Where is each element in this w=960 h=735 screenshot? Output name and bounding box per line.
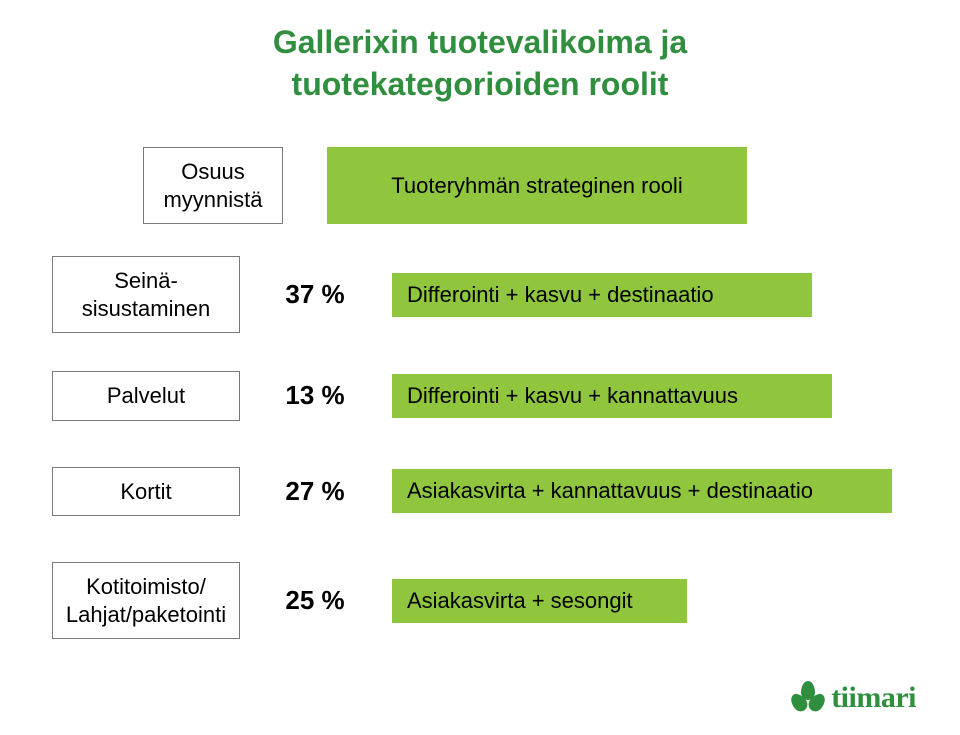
header-row: Osuus myynnistä Tuoteryhmän strateginen … [0,147,960,224]
title-line-1: Gallerixin tuotevalikoima ja [0,22,960,64]
category-row: Seinä-sisustaminen 37 % Differointi + ka… [52,256,960,333]
row-label-text: Kortit [59,478,233,506]
title-line-2: tuotekategorioiden roolit [0,64,960,106]
row-label-cards: Kortit [52,467,240,517]
rows: Seinä-sisustaminen 37 % Differointi + ka… [0,256,960,639]
header-share-label: Osuus myynnistä [143,147,283,224]
row-label-text: Kotitoimisto/Lahjat/paketointi [59,573,233,628]
row-role: Asiakasvirta + kannattavuus + destinaati… [392,469,892,513]
header-role-label: Tuoteryhmän strateginen rooli [327,147,747,224]
row-role: Differointi + kasvu + destinaatio [392,273,812,317]
row-pct: 25 % [260,585,370,616]
row-role: Differointi + kasvu + kannattavuus [392,374,832,418]
row-label-text: Seinä-sisustaminen [59,267,233,322]
logo-text: tiimari [831,681,916,715]
row-label-office: Kotitoimisto/Lahjat/paketointi [52,562,240,639]
page-title: Gallerixin tuotevalikoima ja tuotekatego… [0,0,960,105]
header-share-line2: myynnistä [160,186,266,214]
category-row: Kortit 27 % Asiakasvirta + kannattavuus … [52,467,960,517]
category-row: Palvelut 13 % Differointi + kasvu + kann… [52,371,960,421]
leaf-icon [793,681,823,715]
row-pct: 27 % [260,476,370,507]
header-share-line1: Osuus [160,158,266,186]
row-label-services: Palvelut [52,371,240,421]
row-role: Asiakasvirta + sesongit [392,579,687,623]
category-row: Kotitoimisto/Lahjat/paketointi 25 % Asia… [52,562,960,639]
row-label-wall: Seinä-sisustaminen [52,256,240,333]
brand-logo: tiimari [793,681,916,715]
row-pct: 37 % [260,279,370,310]
row-label-text: Palvelut [59,382,233,410]
row-pct: 13 % [260,380,370,411]
